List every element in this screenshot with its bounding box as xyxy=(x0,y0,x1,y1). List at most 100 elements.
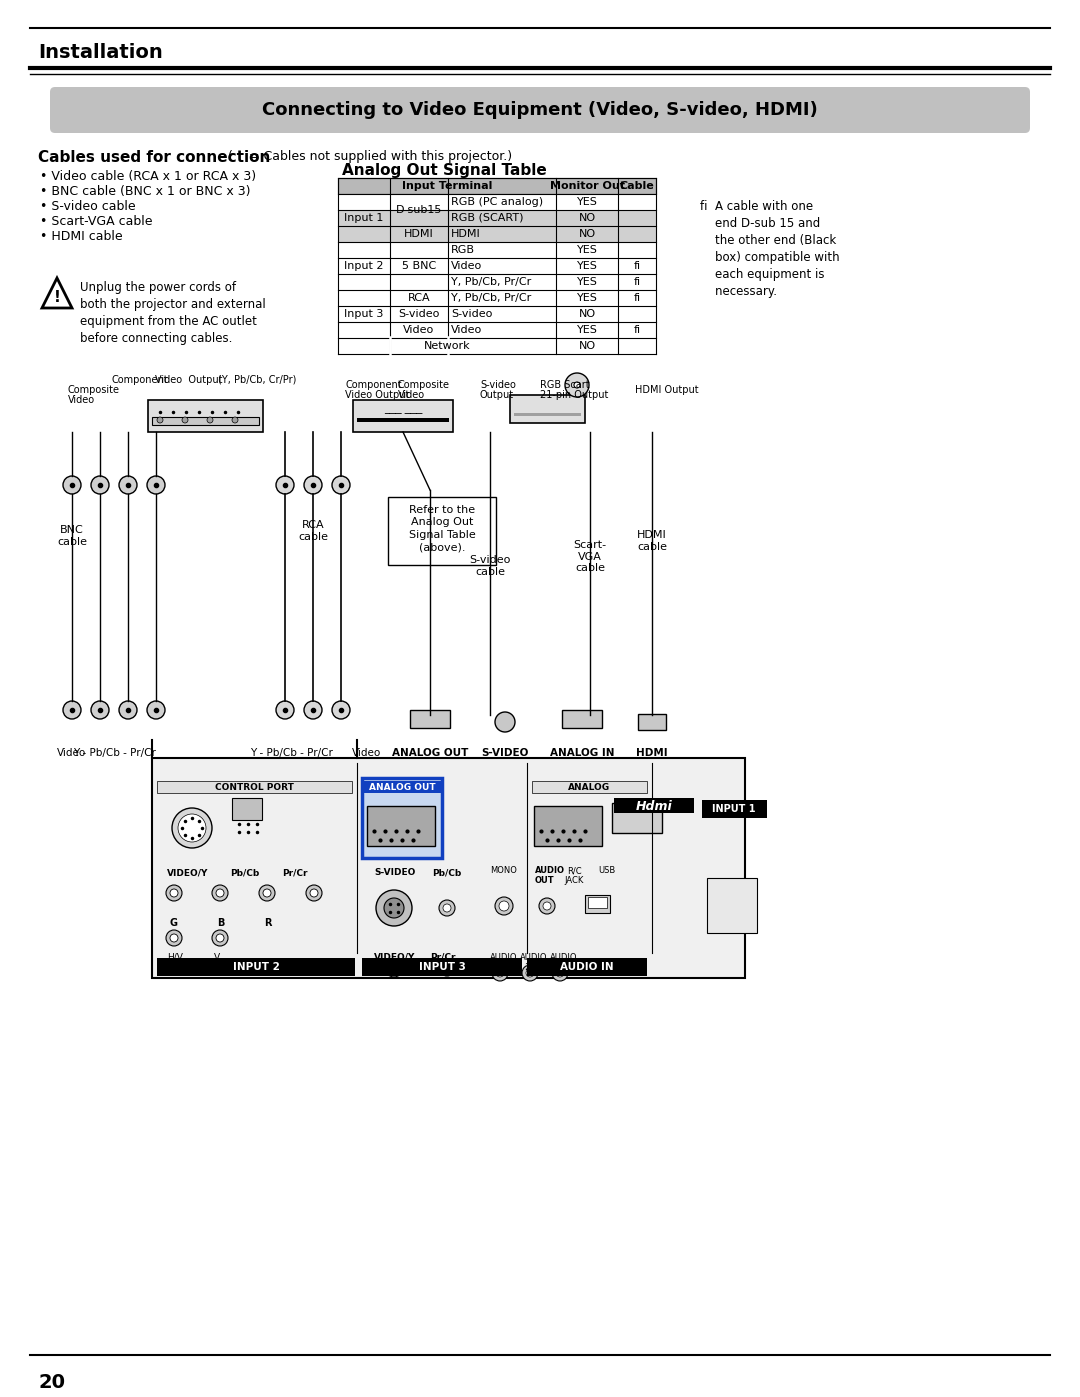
Circle shape xyxy=(552,965,568,981)
Text: !: ! xyxy=(54,291,60,306)
Text: VIDEO/Y: VIDEO/Y xyxy=(167,868,208,877)
Text: Hdmi: Hdmi xyxy=(636,799,673,813)
Bar xyxy=(357,418,449,422)
Text: Video: Video xyxy=(451,261,483,271)
Text: B: B xyxy=(217,918,225,928)
Text: Video: Video xyxy=(403,326,434,335)
Bar xyxy=(514,414,581,416)
Text: fi: fi xyxy=(634,277,640,286)
Text: HDMI Output: HDMI Output xyxy=(635,386,699,395)
Circle shape xyxy=(499,901,509,911)
Circle shape xyxy=(543,902,551,909)
Text: YES: YES xyxy=(577,326,597,335)
Bar xyxy=(362,958,522,977)
Circle shape xyxy=(259,886,275,901)
Text: ANALOG: ANALOG xyxy=(568,782,610,792)
Circle shape xyxy=(495,897,513,915)
Text: ANALOG IN: ANALOG IN xyxy=(550,747,615,759)
Text: G: G xyxy=(170,918,178,928)
Text: Cables used for connection: Cables used for connection xyxy=(38,149,270,165)
Circle shape xyxy=(522,965,538,981)
Text: VIDEO/Y: VIDEO/Y xyxy=(374,953,416,963)
Text: Component: Component xyxy=(112,374,168,386)
Text: MONO: MONO xyxy=(490,866,517,875)
Text: Connecting to Video Equipment (Video, S-video, HDMI): Connecting to Video Equipment (Video, S-… xyxy=(262,101,818,119)
Text: Installation: Installation xyxy=(38,42,163,61)
Text: NO: NO xyxy=(579,212,595,224)
Text: Refer to the
Analog Out
Signal Table
(above).: Refer to the Analog Out Signal Table (ab… xyxy=(408,504,475,552)
Text: RGB (SCART): RGB (SCART) xyxy=(451,212,524,224)
Text: RCA
cable: RCA cable xyxy=(298,520,328,542)
Text: YES: YES xyxy=(577,261,597,271)
Circle shape xyxy=(303,701,322,719)
Text: USB: USB xyxy=(598,866,616,875)
Text: R: R xyxy=(264,918,271,928)
Circle shape xyxy=(492,965,508,981)
Circle shape xyxy=(495,712,515,732)
Bar xyxy=(338,177,656,194)
Bar xyxy=(362,781,442,793)
Text: fi: fi xyxy=(634,261,640,271)
Bar xyxy=(152,759,745,978)
Text: Unplug the power cords of
both the projector and external
equipment from the AC : Unplug the power cords of both the proje… xyxy=(80,281,266,345)
Text: BNC
cable: BNC cable xyxy=(57,525,87,546)
Text: fi: fi xyxy=(634,326,640,335)
Circle shape xyxy=(147,476,165,495)
Text: R/C
JACK: R/C JACK xyxy=(565,866,583,886)
Bar xyxy=(338,291,656,306)
Text: RGB: RGB xyxy=(451,244,475,256)
Text: AUDIO
  1: AUDIO 1 xyxy=(490,953,517,972)
Bar xyxy=(353,400,453,432)
Bar xyxy=(532,781,647,793)
Text: S-video: S-video xyxy=(451,309,492,319)
Bar xyxy=(410,710,450,728)
Circle shape xyxy=(178,814,206,842)
Text: Y, Pb/Cb, Pr/Cr: Y, Pb/Cb, Pr/Cr xyxy=(451,293,531,303)
Text: INPUT 2: INPUT 2 xyxy=(232,963,280,972)
Circle shape xyxy=(147,701,165,719)
Bar xyxy=(615,798,694,813)
Text: Video: Video xyxy=(352,747,381,759)
Text: Output: Output xyxy=(480,390,514,400)
Circle shape xyxy=(276,476,294,495)
Text: fi: fi xyxy=(634,293,640,303)
Text: ANALOG OUT: ANALOG OUT xyxy=(392,747,469,759)
Text: 21-pin Output: 21-pin Output xyxy=(540,390,608,400)
Text: • BNC cable (BNC x 1 or BNC x 3): • BNC cable (BNC x 1 or BNC x 3) xyxy=(40,184,251,198)
Bar xyxy=(534,806,602,847)
Bar xyxy=(338,194,656,210)
Bar xyxy=(338,226,656,242)
Bar xyxy=(612,803,662,833)
Text: Input 2: Input 2 xyxy=(345,261,383,271)
Text: INPUT 3: INPUT 3 xyxy=(419,963,465,972)
Bar xyxy=(338,338,656,353)
Circle shape xyxy=(91,701,109,719)
Text: D-sub15: D-sub15 xyxy=(395,205,442,215)
Text: 20: 20 xyxy=(38,1372,65,1391)
Circle shape xyxy=(264,888,271,897)
Text: S-video: S-video xyxy=(480,380,516,390)
Text: Video: Video xyxy=(451,326,483,335)
Circle shape xyxy=(496,970,504,977)
Text: AUDIO
  3: AUDIO 3 xyxy=(550,953,578,972)
Text: RCA: RCA xyxy=(407,293,430,303)
Text: Y, Pb/Cb, Pr/Cr: Y, Pb/Cb, Pr/Cr xyxy=(451,277,531,286)
Text: YES: YES xyxy=(577,277,597,286)
Bar xyxy=(527,958,647,977)
Text: AUDIO
  2: AUDIO 2 xyxy=(519,953,548,972)
FancyBboxPatch shape xyxy=(50,87,1030,133)
Bar xyxy=(702,800,767,819)
Circle shape xyxy=(443,964,451,972)
Bar xyxy=(585,895,610,914)
Text: NO: NO xyxy=(579,229,595,239)
Text: Y - Pb/Cb - Pr/Cr: Y - Pb/Cb - Pr/Cr xyxy=(249,747,333,759)
Circle shape xyxy=(170,935,178,942)
Circle shape xyxy=(332,476,350,495)
Text: Video: Video xyxy=(399,390,426,400)
Circle shape xyxy=(157,416,163,423)
Circle shape xyxy=(207,416,213,423)
Text: Network: Network xyxy=(423,341,470,351)
Text: Composite: Composite xyxy=(68,386,120,395)
Circle shape xyxy=(216,935,224,942)
Circle shape xyxy=(170,888,178,897)
